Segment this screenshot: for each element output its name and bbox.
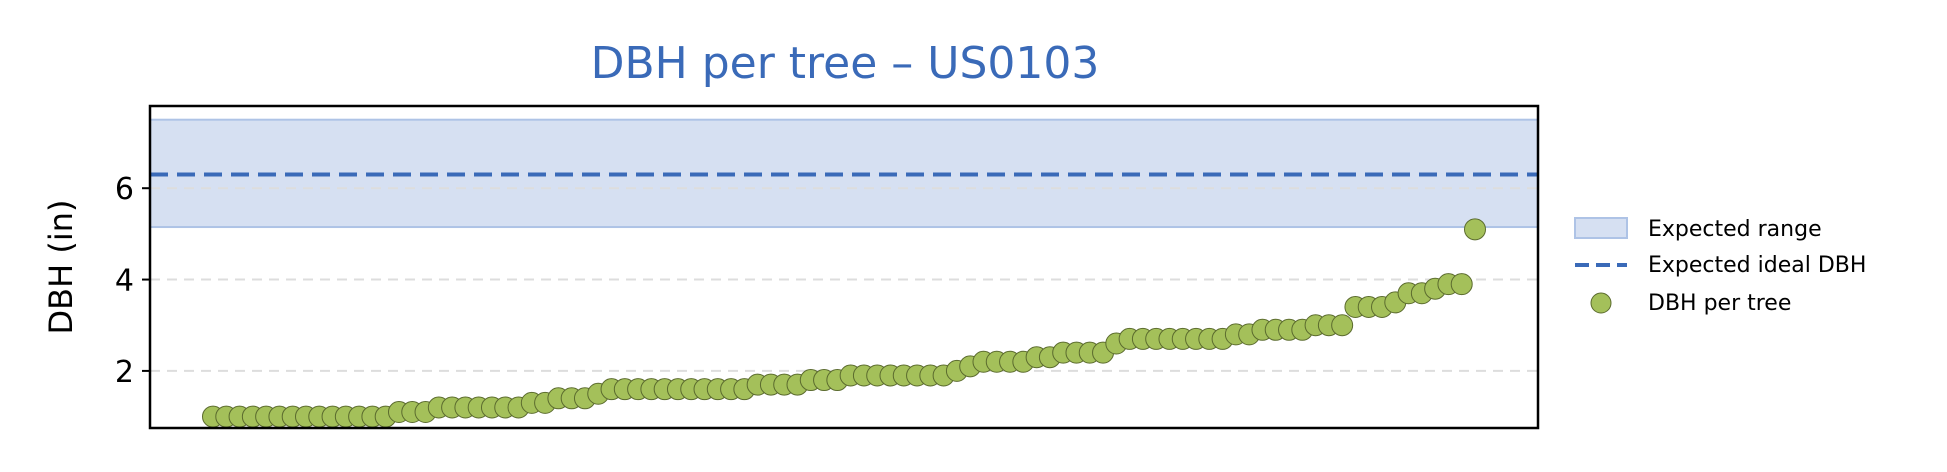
y-tick-label: 6 xyxy=(115,172,134,207)
y-axis-label: DBH (in) xyxy=(42,200,80,335)
chart-title: DBH per tree – US0103 xyxy=(591,38,1100,89)
data-point xyxy=(1464,218,1486,241)
legend: Expected range Expected ideal DBH DBH pe… xyxy=(1574,217,1866,316)
plot-frame xyxy=(148,104,1540,430)
data-point xyxy=(1331,314,1354,337)
legend-swatch-expected-range xyxy=(1574,217,1628,239)
plot-area: 2 4 6 xyxy=(115,104,1540,430)
legend-label-expected-ideal: Expected ideal DBH xyxy=(1648,253,1866,278)
y-tick-label: 4 xyxy=(115,264,134,299)
legend-label-dbh-per-tree: DBH per tree xyxy=(1648,291,1791,316)
expected-range-band xyxy=(149,118,1539,229)
legend-label-expected-range: Expected range xyxy=(1648,217,1822,242)
y-tick-label: 2 xyxy=(115,355,134,390)
data-point xyxy=(1450,273,1473,296)
legend-swatch-dbh-per-tree xyxy=(1590,292,1612,314)
